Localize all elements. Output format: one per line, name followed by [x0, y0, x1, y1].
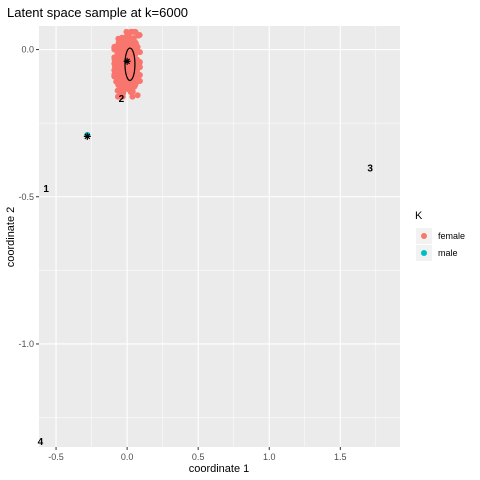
- data-point-female: [126, 35, 132, 41]
- annotation-label: 2: [119, 94, 125, 105]
- y-tick-label: 0.0: [21, 45, 34, 55]
- data-point-female: [122, 86, 128, 92]
- y-axis-title: coordinate 2: [5, 207, 17, 268]
- data-point-female: [117, 82, 123, 88]
- data-point-female: [129, 83, 135, 89]
- chart-title: Latent space sample at k=6000: [7, 5, 188, 20]
- data-point-female: [123, 29, 129, 35]
- legend-entry: female: [416, 228, 465, 244]
- legend-entry: male: [416, 245, 458, 261]
- y-axis-ticks: 0.0 -0.5 -1.0: [18, 45, 39, 349]
- data-point-female: [115, 88, 121, 94]
- legend-label: female: [438, 231, 465, 241]
- x-axis-ticks: -0.5 0.0 0.5 1.0 1.5: [48, 447, 346, 462]
- data-point-female: [135, 92, 141, 98]
- data-point-female: [137, 32, 143, 38]
- data-point-female: [114, 50, 120, 56]
- data-point-female: [120, 44, 126, 50]
- x-tick-label: -0.5: [48, 452, 64, 462]
- annotation-label: 3: [367, 163, 373, 174]
- x-tick-label: 0.5: [192, 452, 205, 462]
- centroid-marker: [84, 133, 91, 140]
- annotation-label: 4: [38, 437, 44, 448]
- y-tick-label: -0.5: [18, 192, 34, 202]
- annotation-label: 1: [43, 184, 49, 195]
- data-point-female: [137, 78, 143, 84]
- legend: K female male: [415, 210, 465, 261]
- legend-title: K: [415, 210, 423, 222]
- legend-swatch: [421, 250, 427, 256]
- data-point-female: [120, 74, 126, 80]
- data-point-female: [134, 48, 140, 54]
- x-tick-label: 1.0: [263, 452, 276, 462]
- legend-label: male: [438, 248, 458, 258]
- data-point-female: [111, 72, 117, 78]
- x-tick-label: 1.5: [334, 452, 347, 462]
- legend-swatch: [421, 233, 427, 239]
- plot-panel: [39, 26, 400, 447]
- data-point-female: [129, 94, 135, 100]
- data-point-female: [131, 35, 137, 41]
- x-tick-label: 0.0: [121, 452, 134, 462]
- data-point-female: [120, 38, 126, 44]
- x-axis-title: coordinate 1: [189, 463, 250, 475]
- data-point-female: [112, 64, 118, 70]
- y-tick-label: -1.0: [18, 339, 34, 349]
- centroid-marker: [124, 58, 131, 65]
